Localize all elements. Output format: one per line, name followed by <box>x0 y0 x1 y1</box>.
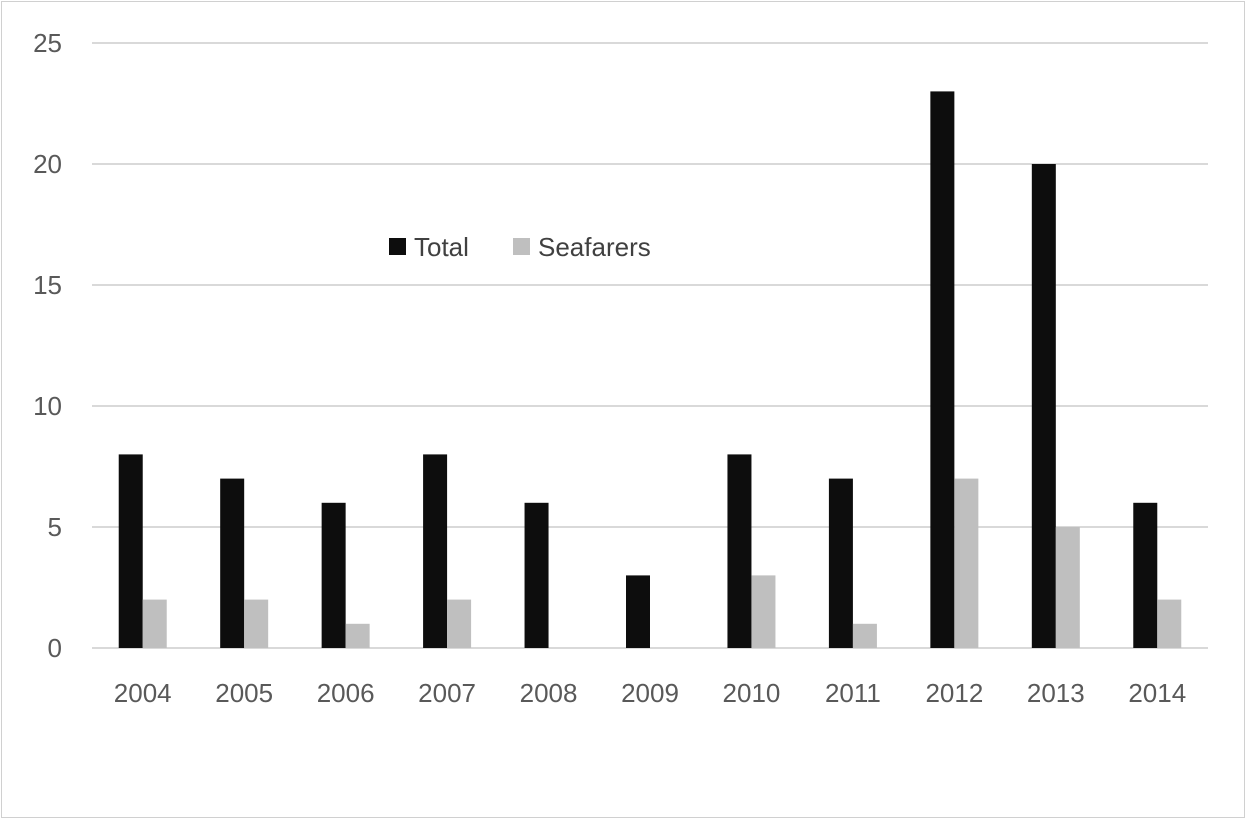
x-tick-label: 2014 <box>1128 678 1186 708</box>
y-tick-label: 25 <box>33 28 62 58</box>
bar-total-2010 <box>727 454 752 648</box>
bar-seafarers-2014 <box>1157 599 1182 648</box>
bar-total-2006 <box>321 502 346 648</box>
bar-seafarers-2007 <box>447 599 472 648</box>
bar-total-2014 <box>1133 502 1158 648</box>
bar-total-2012 <box>930 91 955 648</box>
y-tick-label: 5 <box>48 512 62 542</box>
gridlines <box>92 42 1208 649</box>
x-tick-label: 2011 <box>825 678 881 708</box>
y-axis-ticks: 0 5 10 15 20 25 <box>33 28 62 663</box>
bar-total-2011 <box>828 478 853 648</box>
bars <box>118 91 1182 648</box>
x-tick-label: 2013 <box>1027 678 1085 708</box>
x-tick-label: 2007 <box>418 678 476 708</box>
bar-total-2008 <box>524 502 549 648</box>
bar-total-2009 <box>626 575 650 648</box>
bar-total-2004 <box>118 454 143 648</box>
x-tick-label: 2009 <box>621 678 679 708</box>
bar-seafarers-2006 <box>345 623 370 648</box>
x-tick-label: 2006 <box>317 678 375 708</box>
legend: Total Seafarers <box>389 232 651 262</box>
x-axis-ticks: 2004 2005 2006 2007 2008 2009 2010 2011 2012 2013… <box>114 678 1186 708</box>
bar-total-2005 <box>220 478 245 648</box>
x-tick-label: 2005 <box>215 678 273 708</box>
bar-seafarers-2005 <box>244 599 269 648</box>
y-tick-label: 15 <box>33 270 62 300</box>
x-tick-label: 2010 <box>723 678 781 708</box>
legend-label-seafarers: Seafarers <box>538 232 651 262</box>
y-tick-label: 20 <box>33 149 62 179</box>
x-tick-label: 2004 <box>114 678 172 708</box>
x-tick-label: 2012 <box>925 678 983 708</box>
bar-seafarers-2011 <box>852 623 877 648</box>
y-tick-label: 0 <box>48 633 62 663</box>
x-tick-label: 2008 <box>520 678 578 708</box>
bar-seafarers-2013 <box>1055 527 1080 648</box>
bar-total-2013 <box>1031 164 1056 648</box>
bar-seafarers-2012 <box>954 478 979 648</box>
bar-seafarers-2010 <box>751 575 776 648</box>
legend-swatch-seafarers <box>513 238 530 255</box>
legend-swatch-total <box>389 238 406 255</box>
y-tick-label: 10 <box>33 391 62 421</box>
bar-seafarers-2004 <box>142 599 167 648</box>
legend-label-total: Total <box>414 232 469 262</box>
bar-total-2007 <box>423 454 448 648</box>
